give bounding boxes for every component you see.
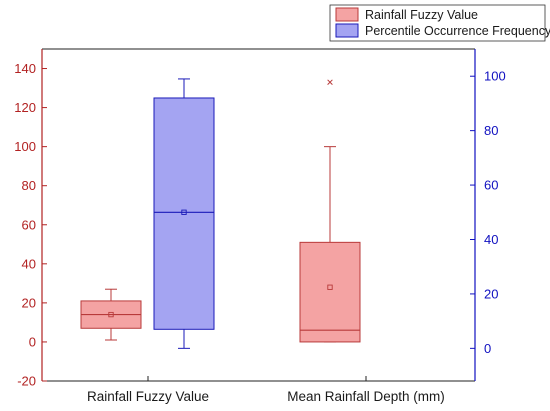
right-tick-label: 100 [484,69,506,84]
left-tick-label: 140 [14,61,36,76]
box-percentile-occurrence-frequency-rainfall-fuzzy-value [153,78,215,349]
left-axis-ticks: -20 0 20 40 60 80 100 120 140 [14,61,47,389]
legend-frame [329,4,546,42]
left-tick-label: 40 [22,256,36,271]
x-category-label-mean-rainfall-depth: Mean Rainfall Depth (mm) [287,389,445,404]
box-series [80,78,361,349]
mean-marker [108,311,114,318]
left-tick-label: 80 [22,178,36,193]
right-tick-label: 80 [484,123,498,138]
x-category-label-rainfall-fuzzy-value: Rainfall Fuzzy Value [87,389,209,404]
legend: Rainfall Fuzzy Value Percentile Occurren… [329,4,550,42]
left-tick-label: 60 [22,217,36,232]
outlier-cross-b [327,79,333,85]
left-tick-label: 120 [14,100,36,115]
outlier-marker [327,79,333,85]
legend-swatch-rainfall-fuzzy-value [335,7,359,22]
box-body [299,241,361,343]
box-rainfall-fuzzy-value-rainfall-fuzzy-value [80,288,142,341]
left-tick-label: 0 [29,334,36,349]
legend-swatch-percentile-occurrence-frequency [335,23,359,38]
right-axis-ticks: 0 20 40 60 80 100 [470,69,506,356]
left-tick-label: -20 [17,374,36,389]
left-tick-label: 20 [22,295,36,310]
legend-label-percentile-occurrence-frequency: Percentile Occurrence Frequency [365,24,550,38]
right-tick-label: 0 [484,341,491,356]
right-tick-label: 60 [484,178,498,193]
left-tick-label: 100 [14,139,36,154]
box-body [153,97,215,330]
mean-marker [181,209,187,215]
x-axis-ticks [147,376,367,381]
right-tick-label: 20 [484,286,498,301]
mean-marker [327,284,333,290]
right-tick-label: 40 [484,232,498,247]
box-rainfall-fuzzy-value-mean-rainfall-depth-mm [299,79,361,343]
legend-label-rainfall-fuzzy-value: Rainfall Fuzzy Value [365,8,478,22]
